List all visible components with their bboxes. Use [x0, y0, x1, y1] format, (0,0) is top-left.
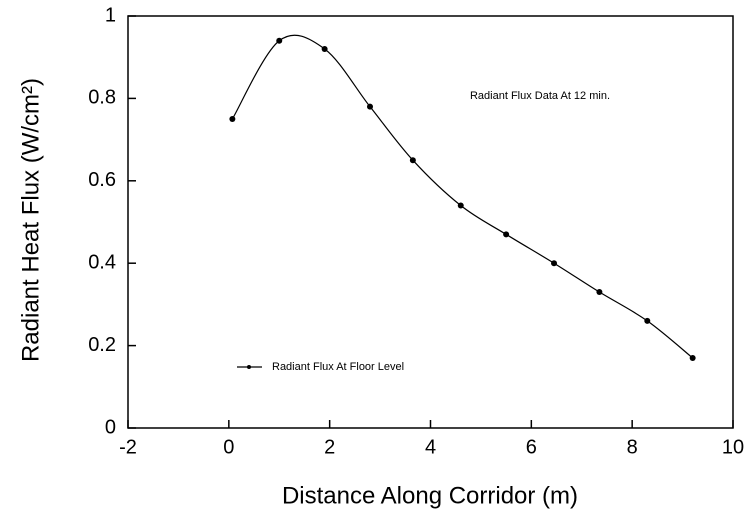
x-tick-label: 8 — [627, 436, 638, 458]
y-tick-label: 0.4 — [88, 251, 116, 273]
y-tick-label: 0.8 — [88, 87, 116, 109]
data-point — [321, 45, 328, 52]
x-tick-label: 0 — [223, 436, 234, 458]
data-point — [596, 289, 603, 296]
y-tick-label: 0.2 — [88, 334, 116, 356]
data-point — [229, 116, 236, 122]
chart-title: Radiant Flux Data At 12 min. — [470, 90, 610, 102]
x-tick-label: 4 — [425, 436, 436, 458]
x-tick-label: 6 — [526, 436, 537, 458]
data-point — [457, 202, 464, 209]
data-point — [551, 260, 558, 267]
series-line — [231, 34, 694, 359]
data-point — [367, 103, 373, 110]
data-point — [503, 231, 510, 238]
plot-frame — [127, 15, 734, 429]
y-tick-label: 1 — [105, 4, 116, 26]
data-point — [689, 354, 696, 361]
legend-marker — [247, 365, 251, 369]
x-tick-label: 10 — [722, 436, 744, 458]
data-point — [409, 157, 416, 164]
x-axis-label: Distance Along Corridor (m) — [282, 482, 578, 509]
data-point — [644, 317, 651, 324]
legend-label: Radiant Flux At Floor Level — [272, 361, 404, 373]
y-axis-label: Radiant Heat Flux (W/cm²) — [17, 78, 44, 362]
y-tick-label: 0.6 — [88, 169, 116, 191]
x-tick-label: 2 — [324, 436, 335, 458]
x-tick-label: -2 — [119, 436, 137, 458]
data-point — [276, 37, 283, 44]
y-tick-label: 0 — [105, 416, 116, 438]
